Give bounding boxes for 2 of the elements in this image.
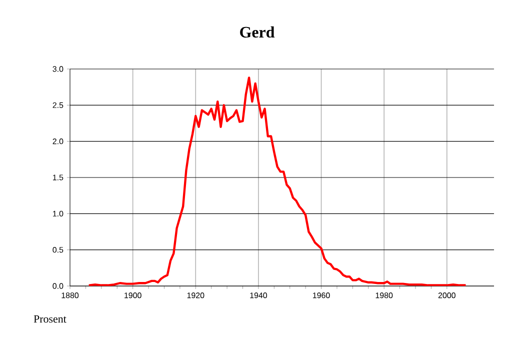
- chart-title: Gerd: [240, 26, 275, 38]
- y-axis-title: Prosent: [34, 315, 66, 323]
